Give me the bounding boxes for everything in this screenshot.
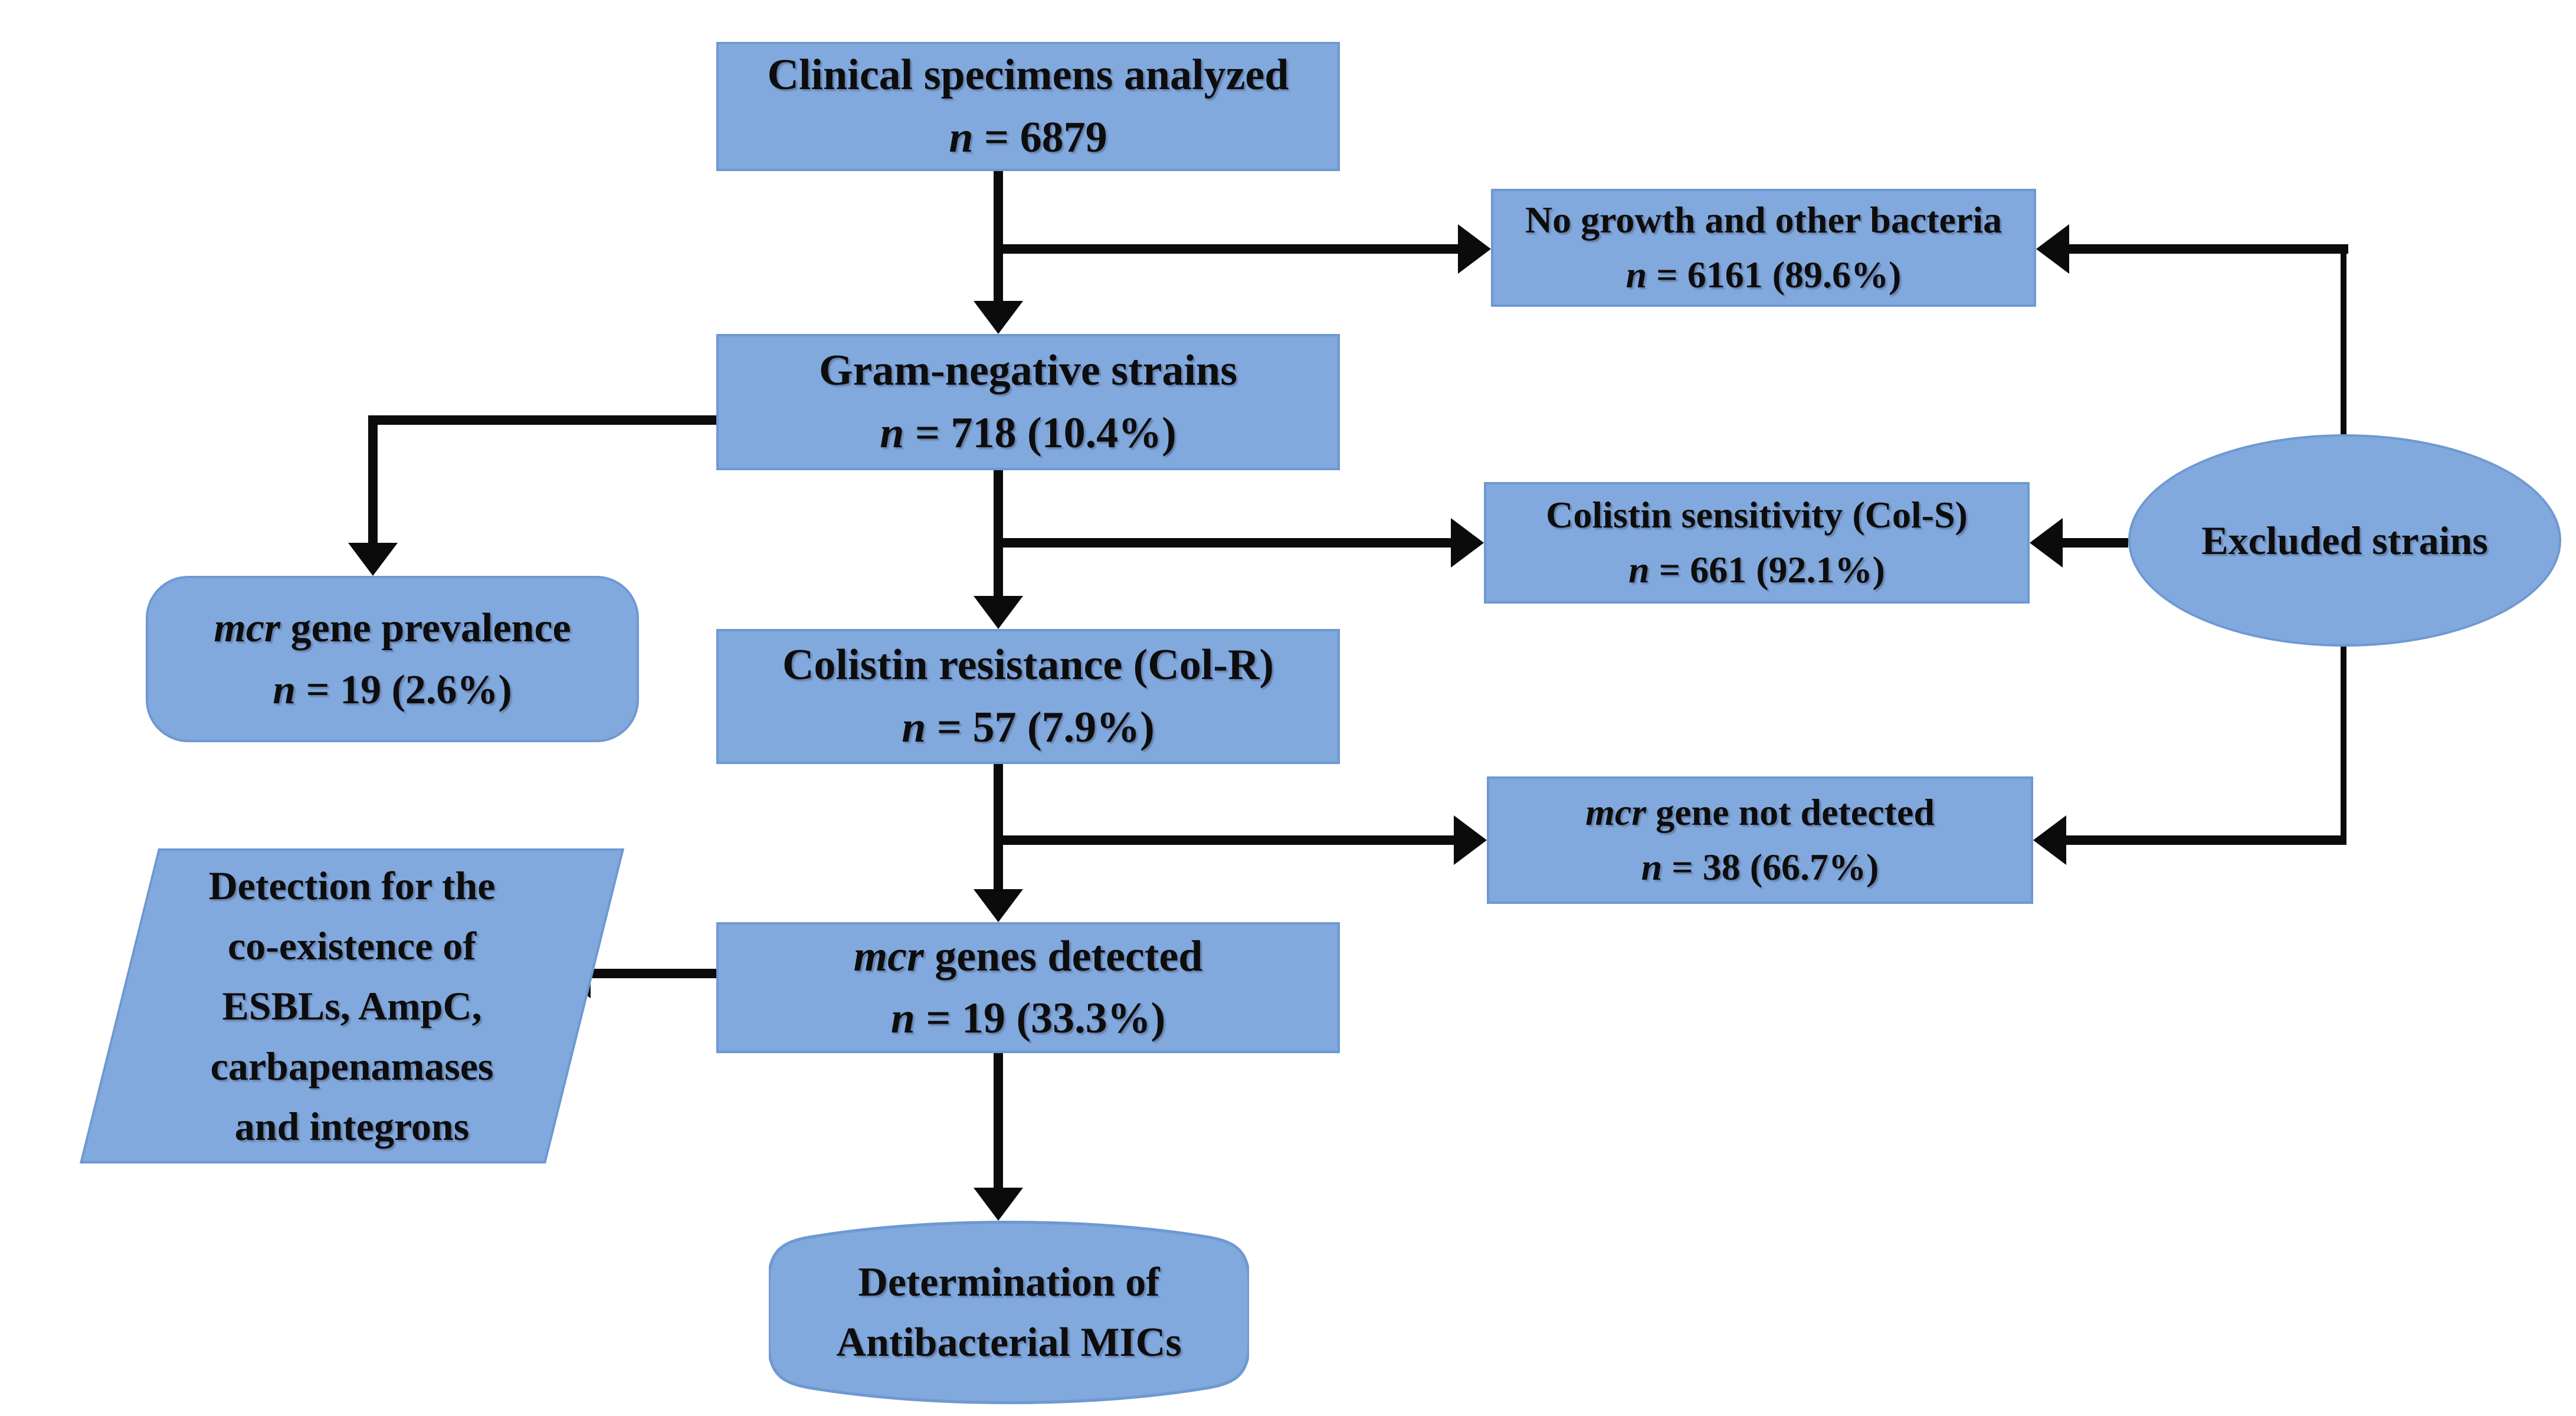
node-colistin-resistance: Colistin resistance (Col-R) n = 57 (7.9%… <box>716 629 1340 764</box>
arrowhead-left-icon <box>2030 518 2063 568</box>
node-count: n = 57 (7.9%) <box>902 703 1155 752</box>
node-gram-negative: Gram-negative strains n = 718 (10.4%) <box>716 334 1340 470</box>
node-title: No growth and other bacteria <box>1525 199 2003 241</box>
node-colistin-sensitivity: Colistin sensitivity (Col-S) n = 661 (92… <box>1484 482 2030 604</box>
node-mcr-detected: mcr genes detected n = 19 (33.3%) <box>716 922 1340 1053</box>
arrowhead-right-icon <box>1454 815 1487 865</box>
connector-excluded-bottom-h <box>2066 835 2346 845</box>
arrowhead-down-icon <box>974 1188 1023 1221</box>
node-text: Determination of Antibacterial MICs <box>836 1260 1182 1365</box>
node-clinical-specimens: Clinical specimens analyzed n = 6879 <box>716 42 1340 171</box>
arrowhead-down-icon <box>974 301 1023 334</box>
node-determination-mics: Determination of Antibacterial MICs <box>769 1221 1249 1404</box>
connector-spine-3 <box>994 764 1003 889</box>
connector-excluded-top-v <box>2341 244 2346 434</box>
node-count: n = 6161 (89.6%) <box>1625 254 1902 296</box>
connector-excluded-bottom-v <box>2341 647 2346 835</box>
arrowhead-down-icon <box>974 596 1023 629</box>
connector-excluded-mid-h <box>2063 538 2128 548</box>
connector-branch-mcr-not <box>998 835 1454 845</box>
connector-detection <box>591 969 716 978</box>
connector-branch-col-s <box>998 538 1451 548</box>
node-title: mcr genes detected <box>853 932 1203 981</box>
node-mcr-not-detected: mcr gene not detected n = 38 (66.7%) <box>1487 776 2033 904</box>
node-count: n = 19 (2.6%) <box>273 667 512 713</box>
node-text: Detection for the co-existence of ESBLs,… <box>208 863 496 1149</box>
node-title: Excluded strains <box>2201 517 2488 563</box>
node-count: n = 38 (66.7%) <box>1641 846 1879 888</box>
node-no-growth: No growth and other bacteria n = 6161 (8… <box>1491 189 2036 307</box>
node-title: Colistin resistance (Col-R) <box>782 641 1274 690</box>
node-title: mcr gene not detected <box>1585 791 1935 834</box>
node-count: n = 661 (92.1%) <box>1628 549 1885 591</box>
arrowhead-left-icon <box>2036 224 2069 274</box>
arrowhead-down-icon <box>974 889 1023 922</box>
node-title: Colistin sensitivity (Col-S) <box>1546 494 1968 536</box>
arrowhead-down-icon <box>348 543 398 576</box>
connector-spine-1 <box>994 171 1003 301</box>
node-count: n = 19 (33.3%) <box>890 994 1166 1043</box>
arrowhead-right-icon <box>1458 224 1491 274</box>
node-count: n = 718 (10.4%) <box>880 408 1176 457</box>
arrowhead-left-icon <box>2033 815 2066 865</box>
connector-left-branch-v <box>368 415 378 543</box>
connector-left-branch-h <box>368 415 716 425</box>
connector-spine-2 <box>994 470 1003 596</box>
node-mcr-prevalence: mcr gene prevalence n = 19 (2.6%) <box>146 576 639 742</box>
node-detection-coexistence: Detection for the co-existence of ESBLs,… <box>80 848 625 1163</box>
node-excluded-strains: Excluded strains <box>2128 434 2561 647</box>
connector-spine-4 <box>994 1053 1003 1188</box>
connector-excluded-top-h <box>2069 244 2348 254</box>
node-count: n = 6879 <box>949 113 1107 162</box>
barrel-shape <box>769 1221 1249 1404</box>
node-title: Clinical specimens analyzed <box>767 51 1289 100</box>
arrowhead-right-icon <box>1451 518 1484 568</box>
connector-branch-no-growth <box>998 244 1458 254</box>
node-title: Gram-negative strains <box>818 346 1238 395</box>
node-title: mcr gene prevalence <box>214 605 571 651</box>
